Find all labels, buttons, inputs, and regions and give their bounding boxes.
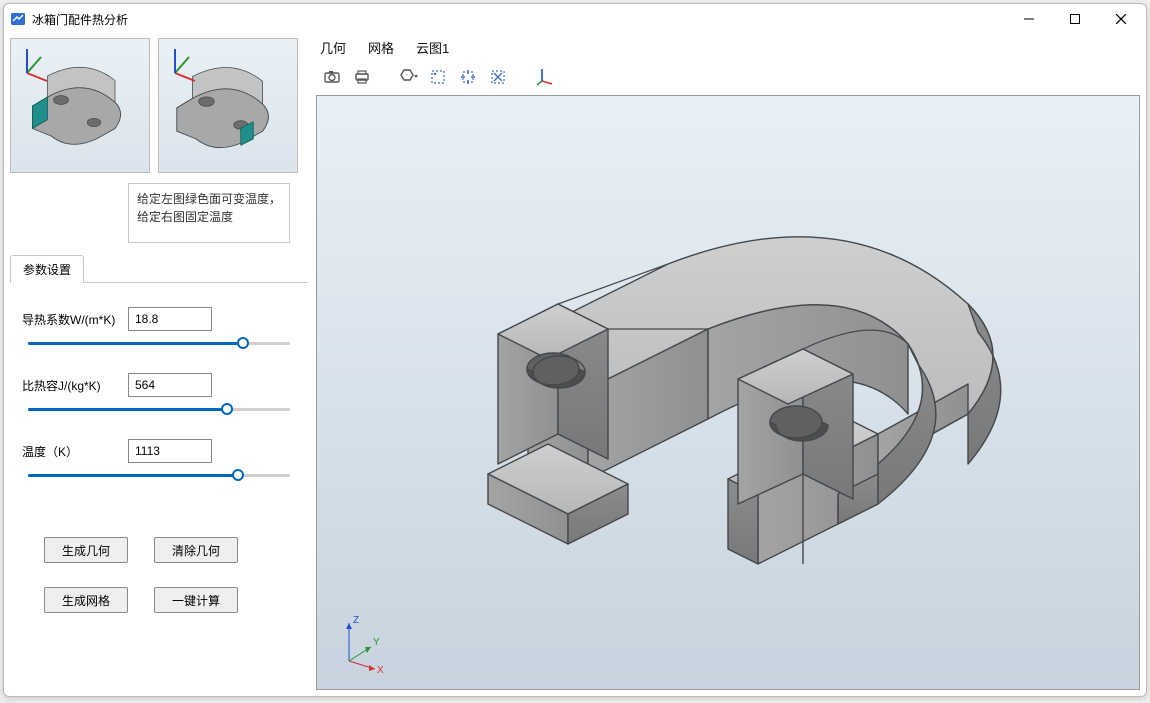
select-box-icon[interactable] <box>426 65 450 89</box>
tab-parameters[interactable]: 参数设置 <box>10 255 84 283</box>
part-model <box>408 164 1048 644</box>
app-icon <box>10 11 26 27</box>
specific-heat-label: 比热容J/(kg*K) <box>22 377 122 394</box>
specific-heat-slider[interactable] <box>28 401 290 417</box>
clear-geometry-button[interactable]: 清除几何 <box>154 537 238 563</box>
thumbnail-left[interactable] <box>10 38 150 173</box>
viewport-3d[interactable]: Z Y X <box>316 95 1140 690</box>
triad-z-label: Z <box>353 615 359 626</box>
triad-y-label: Y <box>373 637 380 648</box>
menu-mesh[interactable]: 网格 <box>368 38 394 57</box>
app-window: 冰箱门配件热分析 <box>3 3 1147 697</box>
triad-x-label: X <box>377 665 384 675</box>
menu-cloud1[interactable]: 云图1 <box>416 38 449 57</box>
print-icon[interactable] <box>350 65 374 89</box>
camera-icon[interactable] <box>320 65 344 89</box>
maximize-button[interactable] <box>1052 4 1098 34</box>
specific-heat-input[interactable] <box>128 373 212 397</box>
generate-geometry-button[interactable]: 生成几何 <box>44 537 128 563</box>
orientation-triad: Z Y X <box>331 611 395 675</box>
select-cross-icon[interactable] <box>486 65 510 89</box>
left-panel: 给定左图绿色面可变温度，给定右图固定温度 参数设置 导热系数W/(m*K) <box>4 34 314 696</box>
mini-triad-icon[interactable] <box>532 65 556 89</box>
minimize-button[interactable] <box>1006 4 1052 34</box>
window-title: 冰箱门配件热分析 <box>32 11 128 28</box>
thumbnail-right[interactable] <box>158 38 298 173</box>
menu-geometry[interactable]: 几何 <box>320 38 346 57</box>
params-tab-strip: 参数设置 <box>10 255 308 283</box>
viewer-toolbar <box>316 63 1140 95</box>
close-button[interactable] <box>1098 4 1144 34</box>
titlebar: 冰箱门配件热分析 <box>4 4 1146 34</box>
thumbnail-hint: 给定左图绿色面可变温度，给定右图固定温度 <box>128 183 290 243</box>
one-click-compute-button[interactable]: 一键计算 <box>154 587 238 613</box>
generate-mesh-button[interactable]: 生成网格 <box>44 587 128 613</box>
thermal-conductivity-input[interactable] <box>128 307 212 331</box>
viewer-panel: 几何 网格 云图1 <box>314 34 1146 696</box>
temperature-label: 温度（K） <box>22 443 122 460</box>
temperature-input[interactable] <box>128 439 212 463</box>
thermal-conductivity-label: 导热系数W/(m*K) <box>22 311 122 328</box>
hex-dropdown-icon[interactable] <box>396 65 420 89</box>
select-expand-icon[interactable] <box>456 65 480 89</box>
temperature-slider[interactable] <box>28 467 290 483</box>
viewer-menu: 几何 网格 云图1 <box>316 36 1140 63</box>
thermal-conductivity-slider[interactable] <box>28 335 290 351</box>
